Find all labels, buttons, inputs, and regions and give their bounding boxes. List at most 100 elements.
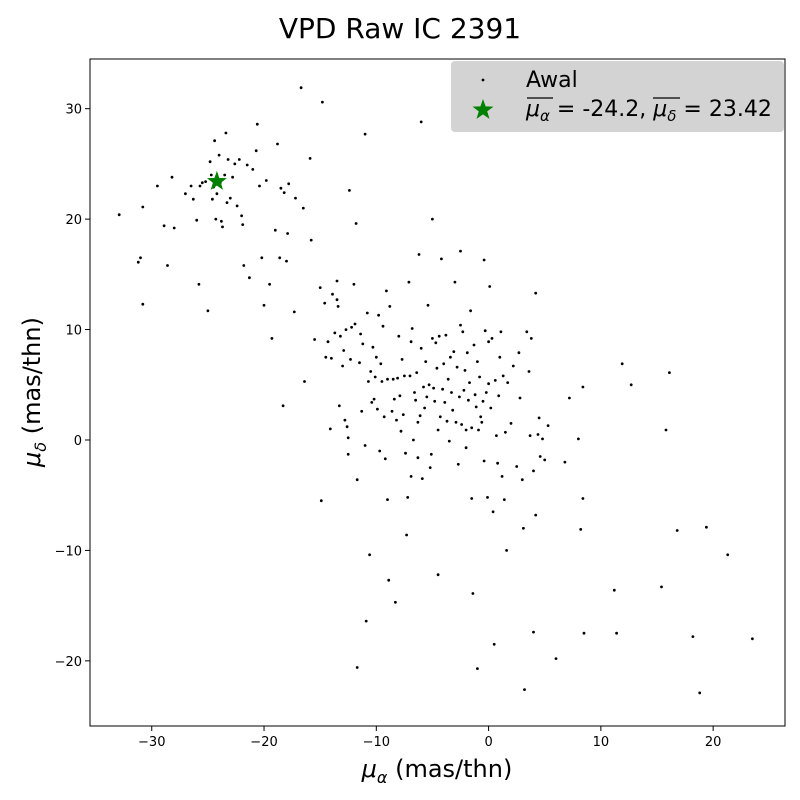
data-point (427, 383, 431, 387)
data-point (231, 175, 235, 179)
y-tick-label: −10 (55, 544, 82, 559)
legend-mean-dec-symbol: μ (652, 97, 667, 122)
data-point (486, 496, 489, 499)
y-tick-label: 30 (65, 103, 82, 118)
plot-frame (89, 58, 786, 727)
data-point (226, 158, 230, 161)
data-point (386, 377, 389, 381)
data-point (141, 205, 145, 209)
data-point (136, 260, 140, 264)
data-point (467, 398, 470, 402)
data-point (414, 398, 417, 402)
data-point (476, 360, 479, 363)
data-point (477, 428, 480, 432)
data-point (445, 419, 449, 423)
data-point (352, 282, 356, 286)
data-point (336, 305, 340, 308)
data-point (522, 526, 525, 530)
data-point (497, 394, 501, 398)
data-point (487, 382, 490, 386)
data-point (383, 457, 387, 461)
data-point (449, 355, 452, 359)
data-point (281, 404, 285, 408)
data-point (215, 192, 219, 196)
data-point (221, 225, 224, 229)
data-point (394, 600, 397, 604)
data-point (581, 497, 585, 500)
data-point (581, 385, 585, 389)
data-point (691, 635, 695, 638)
legend-mean-ra-symbol: μ (525, 97, 540, 122)
data-point (483, 329, 487, 333)
data-point (612, 588, 616, 592)
data-point (538, 455, 542, 458)
data-point (381, 324, 385, 328)
data-point (388, 305, 392, 308)
data-point (398, 394, 402, 398)
data-point (484, 391, 488, 394)
data-point (337, 404, 341, 408)
data-point (577, 437, 580, 441)
data-point (400, 358, 404, 361)
data-point (369, 370, 373, 373)
data-point (376, 407, 379, 411)
data-point (532, 630, 535, 634)
data-point (268, 282, 271, 286)
data-point (698, 691, 702, 695)
data-point (224, 131, 228, 135)
legend-mean-dec-sub: δ (667, 107, 676, 125)
data-point (456, 462, 460, 466)
data-point (568, 396, 571, 400)
y-tick-label: 0 (74, 434, 82, 449)
data-point (308, 157, 312, 160)
x-axis-label-unit: (mas/thn) (387, 755, 512, 783)
data-point (473, 393, 477, 397)
data-point (282, 191, 286, 195)
data-point (361, 342, 365, 346)
data-point (433, 399, 437, 403)
data-point (481, 399, 485, 403)
data-point (476, 667, 479, 670)
data-point (405, 533, 408, 537)
legend-mean-ra-value: -24.2 (582, 97, 639, 122)
data-point (235, 204, 239, 208)
legend-label-awal: Awal (526, 68, 578, 93)
data-point (408, 374, 412, 378)
data-point (471, 592, 475, 595)
data-point (458, 395, 461, 399)
data-point (353, 322, 357, 326)
data-point (255, 122, 259, 126)
data-point (409, 475, 413, 478)
data-point (469, 309, 472, 313)
data-point (318, 286, 322, 289)
data-point (258, 184, 261, 188)
legend-star-marker (472, 99, 494, 119)
data-point (419, 346, 423, 350)
data-point (379, 362, 383, 366)
data-point (668, 371, 671, 374)
data-point (342, 349, 346, 352)
data-point (463, 369, 467, 372)
data-point (440, 257, 443, 261)
data-point (465, 351, 469, 355)
data-point (520, 478, 524, 482)
data-point (262, 303, 266, 307)
data-point (464, 446, 468, 450)
data-point (346, 436, 350, 440)
data-point (443, 401, 447, 404)
data-point (313, 338, 316, 341)
data-point (468, 381, 471, 384)
data-point (214, 217, 218, 221)
data-point (505, 549, 508, 552)
data-point (170, 175, 174, 179)
data-point (368, 553, 371, 557)
y-tick-label: 10 (65, 324, 82, 339)
legend-label-mean: μα = -24.2, μδ = 23.42 (525, 97, 772, 125)
data-point (541, 437, 544, 441)
data-point (489, 406, 493, 410)
data-point (326, 340, 330, 344)
data-point (429, 452, 433, 456)
data-point (461, 330, 465, 334)
data-point (294, 196, 297, 200)
data-point (365, 311, 369, 315)
